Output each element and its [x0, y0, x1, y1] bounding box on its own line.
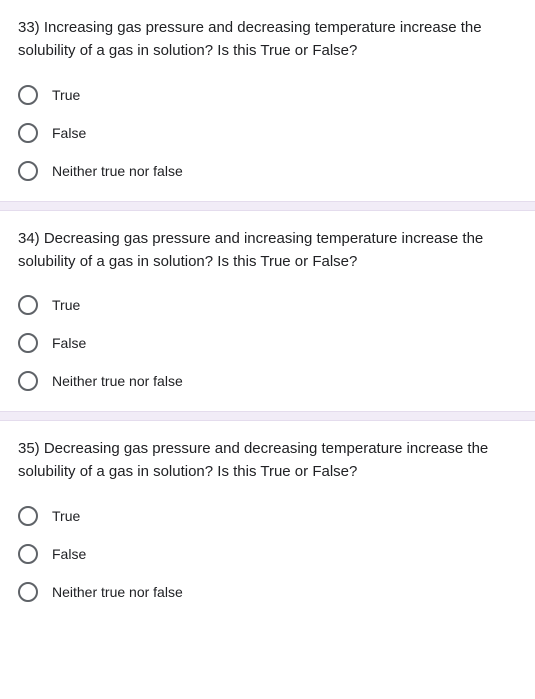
- radio-icon[interactable]: [18, 295, 38, 315]
- option-label: False: [52, 125, 86, 141]
- option-label: False: [52, 335, 86, 351]
- option-label: True: [52, 297, 80, 313]
- option-label: Neither true nor false: [52, 163, 183, 179]
- option-label: True: [52, 87, 80, 103]
- radio-icon[interactable]: [18, 544, 38, 564]
- option-row[interactable]: True: [18, 85, 517, 105]
- option-row[interactable]: False: [18, 123, 517, 143]
- radio-icon[interactable]: [18, 333, 38, 353]
- question-text: 34) Decreasing gas pressure and increasi…: [18, 227, 517, 274]
- option-label: Neither true nor false: [52, 373, 183, 389]
- option-row[interactable]: True: [18, 295, 517, 315]
- radio-icon[interactable]: [18, 371, 38, 391]
- radio-icon[interactable]: [18, 85, 38, 105]
- question-text: 35) Decreasing gas pressure and decreasi…: [18, 437, 517, 484]
- option-label: Neither true nor false: [52, 584, 183, 600]
- question-block: 34) Decreasing gas pressure and increasi…: [0, 211, 535, 412]
- option-label: True: [52, 508, 80, 524]
- section-divider: [0, 411, 535, 421]
- question-block: 35) Decreasing gas pressure and decreasi…: [0, 421, 535, 622]
- option-row[interactable]: Neither true nor false: [18, 582, 517, 602]
- option-row[interactable]: False: [18, 544, 517, 564]
- radio-icon[interactable]: [18, 582, 38, 602]
- option-row[interactable]: Neither true nor false: [18, 161, 517, 181]
- radio-icon[interactable]: [18, 506, 38, 526]
- radio-icon[interactable]: [18, 123, 38, 143]
- question-text: 33) Increasing gas pressure and decreasi…: [18, 16, 517, 63]
- option-label: False: [52, 546, 86, 562]
- option-row[interactable]: False: [18, 333, 517, 353]
- radio-icon[interactable]: [18, 161, 38, 181]
- option-row[interactable]: True: [18, 506, 517, 526]
- option-row[interactable]: Neither true nor false: [18, 371, 517, 391]
- section-divider: [0, 201, 535, 211]
- question-block: 33) Increasing gas pressure and decreasi…: [0, 0, 535, 201]
